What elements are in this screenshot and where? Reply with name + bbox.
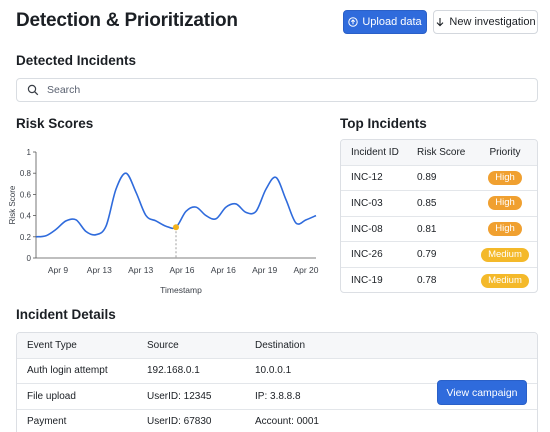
event-type: Auth login attempt xyxy=(27,365,108,377)
table-row[interactable]: INC-12 0.89 High xyxy=(341,166,537,192)
table-row[interactable]: Auth login attempt 192.168.0.1 10.0.0.1 xyxy=(17,359,537,384)
event-source: UserID: 12345 xyxy=(147,390,212,402)
page-title: Detection & Prioritization xyxy=(16,10,238,31)
event-source: UserID: 67830 xyxy=(147,416,212,428)
new-investigation-label: New investigation xyxy=(449,16,536,28)
detected-incidents-title: Detected Incidents xyxy=(16,53,137,68)
search-input[interactable]: Search xyxy=(16,78,538,102)
priority-badge: High xyxy=(488,170,522,185)
upload-icon xyxy=(348,17,359,27)
x-tick-label: Apr 16 xyxy=(169,265,194,275)
x-tick-label: Apr 13 xyxy=(128,265,153,275)
priority-badge: Medium xyxy=(481,247,529,262)
y-tick-label: 0.4 xyxy=(20,212,32,221)
y-tick-label: 1 xyxy=(27,148,32,157)
y-tick-label: 0.2 xyxy=(20,233,32,242)
event-destination: 10.0.0.1 xyxy=(255,365,292,377)
risk-score: 0.78 xyxy=(417,275,437,287)
incident-id: INC-03 xyxy=(351,197,383,209)
incident-id: INC-19 xyxy=(351,275,383,287)
x-tick-label: Apr 16 xyxy=(211,265,236,275)
search-placeholder: Search xyxy=(47,84,81,96)
risk-scores-title: Risk Scores xyxy=(16,116,94,131)
risk-score: 0.85 xyxy=(417,197,437,209)
priority-badge: Medium xyxy=(481,273,529,288)
upload-data-button[interactable]: Upload data xyxy=(343,10,427,34)
column-header-priority: Priority xyxy=(489,146,521,158)
y-tick-label: 0 xyxy=(27,254,32,263)
column-header-destination: Destination xyxy=(255,339,306,351)
search-icon xyxy=(27,84,39,96)
table-row[interactable]: File upload UserID: 12345 IP: 3.8.8.8 xyxy=(17,384,537,410)
event-type: Payment xyxy=(27,416,67,428)
incident-details-table: Event Type Source Destination Auth login… xyxy=(16,332,538,432)
table-header-row: Incident ID Risk Score Priority xyxy=(341,140,537,166)
x-tick-label: Apr 13 xyxy=(87,265,112,275)
view-campaign-button[interactable]: View campaign xyxy=(437,380,527,405)
new-investigation-button[interactable]: New investigation xyxy=(433,10,538,34)
column-header-incident-id: Incident ID xyxy=(351,146,399,158)
priority-badge: High xyxy=(488,196,522,211)
incident-details-title: Incident Details xyxy=(16,307,116,322)
column-header-risk-score: Risk Score xyxy=(417,146,466,158)
table-row[interactable]: INC-03 0.85 High xyxy=(341,191,537,217)
risk-score: 0.79 xyxy=(417,249,437,261)
highlight-point[interactable] xyxy=(173,224,179,231)
event-type: File upload xyxy=(27,390,76,402)
x-tick-label: Apr 9 xyxy=(48,265,69,275)
risk-score: 0.81 xyxy=(417,223,437,235)
arrow-down-icon xyxy=(437,18,444,27)
event-source: 192.168.0.1 xyxy=(147,365,200,377)
priority-badge: High xyxy=(488,222,522,237)
event-destination: Account: 0001 xyxy=(255,416,319,428)
risk-score-chart: 0 0.2 0.4 0.6 0.8 1 Apr 9 Apr 13 Apr 13 Apr 16 Ap… xyxy=(8,148,319,295)
x-axis-label: Timestamp xyxy=(160,285,202,295)
event-destination: IP: 3.8.8.8 xyxy=(255,390,301,402)
table-row[interactable]: INC-26 0.79 Medium xyxy=(341,242,537,268)
incident-id: INC-12 xyxy=(351,172,383,184)
incident-id: INC-26 xyxy=(351,249,383,261)
table-row[interactable]: Payment UserID: 67830 Account: 0001 xyxy=(17,410,537,432)
column-header-source: Source xyxy=(147,339,179,351)
x-tick-label: Apr 19 xyxy=(252,265,277,275)
x-tick-label: Apr 20 xyxy=(293,265,318,275)
table-row[interactable]: INC-08 0.81 High xyxy=(341,217,537,243)
table-header-row: Event Type Source Destination xyxy=(17,333,537,359)
upload-data-label: Upload data xyxy=(362,16,422,28)
table-row[interactable]: INC-19 0.78 Medium xyxy=(341,268,537,292)
y-axis-label: Risk Score xyxy=(8,185,17,224)
top-incidents-table: Incident ID Risk Score Priority INC-12 0… xyxy=(340,139,538,293)
top-incidents-title: Top Incidents xyxy=(340,116,427,131)
y-tick-label: 0.8 xyxy=(20,169,32,178)
column-header-event-type: Event Type xyxy=(27,339,77,351)
y-tick-label: 0.6 xyxy=(20,190,32,199)
risk-score: 0.89 xyxy=(417,172,437,184)
incident-id: INC-08 xyxy=(351,223,383,235)
